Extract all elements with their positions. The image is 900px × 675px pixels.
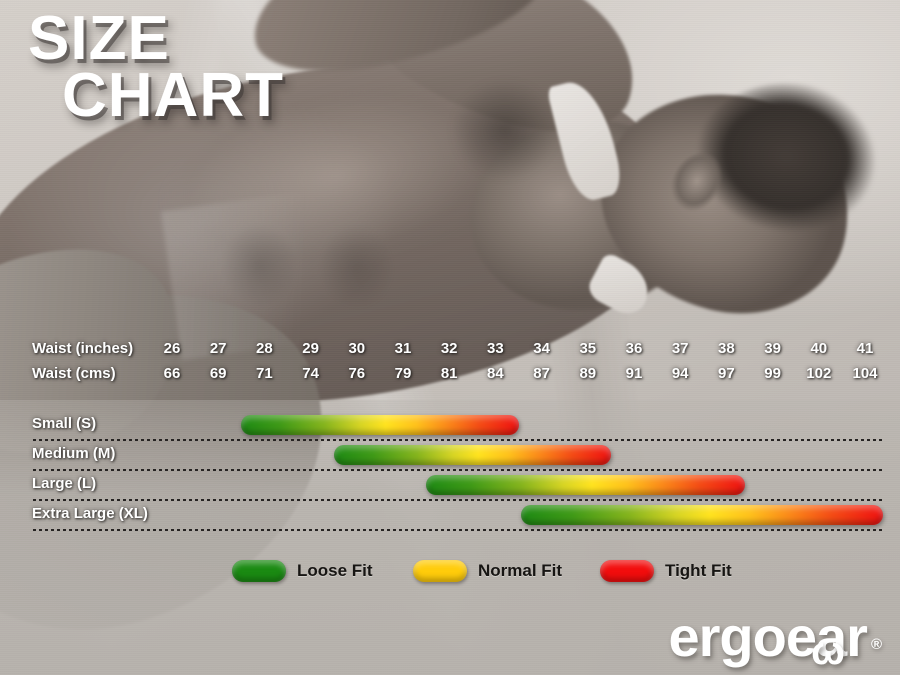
photo-model-armpit-shadow xyxy=(430,60,580,200)
size-rows: Small (S) Medium (M) Large (L) Extra Large … xyxy=(0,412,900,532)
row-separator xyxy=(33,529,883,531)
brand-logo-wordmark: ergoear ω xyxy=(668,609,867,672)
measurement-value: 71 xyxy=(256,365,273,382)
measurement-value: 66 xyxy=(163,365,181,382)
row-separator xyxy=(33,469,883,471)
measurement-value: 89 xyxy=(579,365,597,382)
measurement-value: 39 xyxy=(764,340,781,357)
measurement-value: 27 xyxy=(209,340,227,357)
measurement-value: 28 xyxy=(256,340,273,357)
measurement-value: 29 xyxy=(302,340,319,357)
measurement-value: 26 xyxy=(163,340,181,357)
brand-logo: ergoear ω ® xyxy=(668,609,882,672)
measurement-table: Waist (inches) 26 27 28 29 30 31 32 33 34 35 36 37 3… xyxy=(0,340,900,390)
measurement-value: 37 xyxy=(671,340,689,357)
measurement-value: 69 xyxy=(209,365,227,382)
fit-range-bar xyxy=(241,415,519,435)
measurement-value: 41 xyxy=(856,340,874,357)
measurement-value: 33 xyxy=(487,340,504,357)
measurement-row-cms: Waist (cms) 66 69 71 74 76 79 81 84 87 89 91 94 97 99… xyxy=(0,365,900,390)
measurement-value: 34 xyxy=(533,340,550,357)
legend-item: Normal Fit xyxy=(413,560,562,582)
fit-range-bar xyxy=(426,475,745,495)
measurement-value: 97 xyxy=(718,365,735,382)
brand-registered-icon: ® xyxy=(870,636,882,653)
measurement-value: 32 xyxy=(440,340,458,357)
size-row: Extra Large (XL) xyxy=(0,502,900,532)
measurement-value: 87 xyxy=(533,365,550,382)
row-separator xyxy=(33,499,883,501)
brand-logo-omega-icon: ω xyxy=(811,629,845,673)
measurement-value: 30 xyxy=(348,340,366,357)
measurement-value: 102 xyxy=(806,365,832,382)
measurement-value: 31 xyxy=(394,340,412,357)
measurement-value: 36 xyxy=(625,340,643,357)
fit-range-bar xyxy=(521,505,883,525)
measurement-value: 99 xyxy=(764,365,781,382)
legend-label: Normal Fit xyxy=(478,561,563,580)
measurement-value: 79 xyxy=(394,365,412,382)
measurement-value: 35 xyxy=(579,340,597,357)
legend-swatch-icon xyxy=(600,560,654,582)
measurement-value: 76 xyxy=(348,365,366,382)
measurement-cells-cms: 66 69 71 74 76 79 81 84 87 89 91 94 97 99 102 104 xyxy=(0,365,900,387)
fit-range-bar xyxy=(334,445,611,465)
measurement-row-label: Waist (inches) xyxy=(32,340,134,357)
legend-swatch-icon xyxy=(413,560,467,582)
measurement-row-label: Waist (cms) xyxy=(32,365,116,382)
measurement-value: 38 xyxy=(718,340,735,357)
measurement-row-inches: Waist (inches) 26 27 28 29 30 31 32 33 34 35 36 37 3… xyxy=(0,340,900,365)
measurement-value: 91 xyxy=(625,365,643,382)
measurement-cells-inches: 26 27 28 29 30 31 32 33 34 35 36 37 38 39 40 41 xyxy=(0,340,900,362)
legend-label: Tight Fit xyxy=(665,561,732,580)
row-separator xyxy=(33,439,883,441)
measurement-value: 81 xyxy=(440,365,458,382)
measurement-value: 104 xyxy=(852,365,878,382)
measurement-value: 84 xyxy=(487,365,504,382)
brand-logo-suffix: ear xyxy=(785,605,868,668)
size-row: Small (S) xyxy=(0,412,900,442)
size-row-label: Extra Large (XL) xyxy=(32,505,148,522)
measurement-value: 94 xyxy=(671,365,689,382)
brand-logo-prefix: ergo xyxy=(668,605,786,668)
size-row: Large (L) xyxy=(0,472,900,502)
size-row-label: Medium (M) xyxy=(32,445,116,462)
legend-swatch-icon xyxy=(232,560,286,582)
legend-label: Loose Fit xyxy=(297,561,373,580)
legend-item: Tight Fit xyxy=(600,560,732,582)
fit-legend: Loose Fit Normal Fit Tight Fit xyxy=(0,560,900,594)
measurement-value: 74 xyxy=(302,365,319,382)
measurement-value: 40 xyxy=(810,340,828,357)
size-row: Medium (M) xyxy=(0,442,900,472)
size-row-label: Large (L) xyxy=(32,475,97,492)
legend-item: Loose Fit xyxy=(232,560,373,582)
size-row-label: Small (S) xyxy=(32,415,97,432)
